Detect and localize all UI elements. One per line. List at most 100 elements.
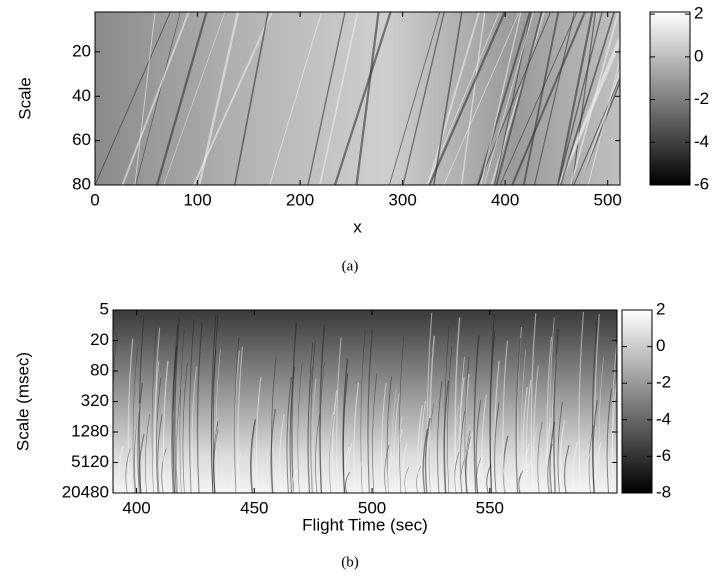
heatmap-streak <box>113 331 117 493</box>
heatmap-streak <box>532 426 538 493</box>
heatmap-streak <box>592 319 598 493</box>
heatmap-streak <box>386 451 393 493</box>
heatmap-streak <box>255 376 262 493</box>
heatmap-streak <box>372 373 378 493</box>
y-tick-label: 60 <box>72 130 91 149</box>
heatmap-streak <box>559 12 616 185</box>
heatmap-streak <box>310 340 316 493</box>
heatmap-streak <box>447 346 453 493</box>
heatmap-streak <box>420 400 426 493</box>
heatmap-streak <box>291 469 298 493</box>
heatmap-streak <box>537 421 543 493</box>
heatmap-streak <box>233 12 269 185</box>
heatmap-streak <box>151 327 157 493</box>
x-tick-label: 550 <box>476 498 504 517</box>
y-tick-label: 320 <box>81 391 109 410</box>
heatmap-streak <box>523 443 530 493</box>
heatmap-streak <box>271 357 277 493</box>
heatmap-streak <box>454 451 460 493</box>
y-axis-label: Scale (msec) <box>13 352 32 451</box>
caption: (b) <box>341 554 359 570</box>
heatmap-streak <box>571 12 597 185</box>
heatmap-streak <box>157 414 163 493</box>
heatmap-streak <box>481 394 487 493</box>
colorbar-tick-label: 2 <box>656 299 665 318</box>
heatmap-streak <box>189 318 195 493</box>
heatmap-streak <box>453 405 459 493</box>
heatmap-streak <box>289 366 296 493</box>
heatmap-streak <box>495 12 543 185</box>
heatmap-streak <box>547 443 553 493</box>
heatmap-streak <box>533 365 539 493</box>
heatmap-streak <box>336 337 342 493</box>
heatmap-streak <box>546 417 552 493</box>
heatmap-streak <box>475 399 482 493</box>
heatmap-streak <box>460 12 486 185</box>
x-tick-label: 400 <box>491 190 519 209</box>
heatmap-streak <box>416 465 422 493</box>
heatmap-streak <box>444 326 450 493</box>
x-tick-label: 100 <box>183 190 211 209</box>
heatmap-streak <box>459 410 466 493</box>
heatmap-streak <box>522 12 560 185</box>
heatmap-streak <box>132 348 138 493</box>
heatmap-streak <box>234 337 240 493</box>
heatmap-streak <box>525 379 532 493</box>
heatmap-streak <box>384 444 390 493</box>
heatmap-streak <box>156 12 208 185</box>
x-tick-label: 300 <box>388 190 416 209</box>
heatmap-streak <box>606 388 613 493</box>
colorbar-tick-label: -4 <box>694 132 709 151</box>
heatmap-streak <box>196 322 203 493</box>
heatmap-streak <box>432 12 463 185</box>
y-tick-label: 20480 <box>62 482 109 501</box>
heatmap-streak <box>236 451 242 493</box>
heatmap-streak <box>522 386 528 493</box>
heatmap-streak <box>499 12 578 185</box>
heatmap-streak <box>215 349 221 493</box>
heatmap-streak <box>127 338 134 493</box>
heatmap-streak <box>520 349 526 493</box>
heatmap-streak <box>598 357 604 493</box>
heatmap-streak <box>557 12 603 185</box>
x-tick-label: 500 <box>358 498 386 517</box>
heatmap-streak <box>617 172 620 185</box>
heatmap-streak <box>174 318 180 493</box>
heatmap-streak <box>269 12 322 185</box>
heatmap-streak <box>182 363 188 493</box>
colorbar <box>621 309 653 494</box>
heatmap-streak <box>250 419 257 493</box>
heatmap-streak <box>307 342 314 493</box>
heatmap-streak <box>585 453 591 493</box>
heatmap-streak <box>587 57 620 185</box>
heatmap-streak <box>549 421 556 493</box>
heatmap-streak <box>391 389 397 493</box>
heatmap-streak <box>563 445 570 493</box>
heatmap-streak <box>559 420 566 493</box>
heatmap-image <box>113 310 617 493</box>
colorbar-tick-label: -6 <box>656 446 671 465</box>
y-tick-label: 40 <box>72 86 91 105</box>
heatmap-streak <box>533 12 576 185</box>
x-tick-label: 500 <box>594 190 622 209</box>
y-tick-label: 20 <box>90 330 109 349</box>
heatmap-streak <box>353 382 360 493</box>
caption: (a) <box>342 258 359 274</box>
colorbar-tick-label: 0 <box>656 336 665 355</box>
heatmap-streak <box>437 380 443 493</box>
heatmap-streak <box>486 464 492 493</box>
heatmap-streak <box>237 346 244 493</box>
heatmap-image <box>95 12 620 185</box>
heatmap-background <box>113 310 617 493</box>
heatmap-streak <box>315 413 321 493</box>
heatmap-streak <box>279 414 285 493</box>
heatmap-streak <box>134 403 141 493</box>
heatmap-streak <box>297 361 303 493</box>
heatmap-streak <box>346 442 353 493</box>
heatmap-streak <box>328 412 335 493</box>
colorbar-tick-label: -2 <box>694 89 709 108</box>
heatmap-streak <box>286 376 292 493</box>
y-tick-label: 5120 <box>71 452 109 471</box>
y-tick-label: 20 <box>72 41 91 60</box>
heatmap-streak <box>443 380 450 493</box>
